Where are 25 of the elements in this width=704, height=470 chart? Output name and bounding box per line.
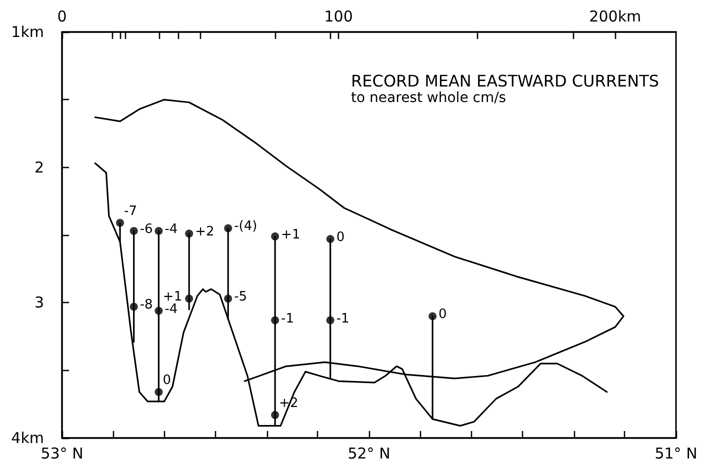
x-tick-label: 51° N: [654, 444, 698, 462]
x2-tick-label: 200km: [589, 8, 642, 26]
annotation: -4: [164, 222, 178, 237]
annotation: 0: [336, 230, 345, 246]
annotation: 0: [438, 307, 447, 322]
y-tick-label: 3: [34, 294, 44, 312]
annotation: 0: [162, 372, 171, 388]
y-tick-label: 4km: [11, 429, 44, 447]
annotation: -1: [336, 311, 350, 326]
annotation: -7: [124, 204, 137, 219]
text: to nearest whole cm/s: [351, 90, 506, 106]
annotation: -6: [140, 222, 153, 237]
annotation: -1: [281, 311, 294, 326]
x2-tick-label: 0: [57, 8, 67, 26]
annotation: -(4): [234, 219, 258, 234]
x2-tick-label: 100: [324, 8, 353, 26]
text: RECORD MEAN EASTWARD CURRENTS: [351, 72, 659, 90]
y-tick-label: 1km: [11, 23, 44, 41]
annotation: -8: [140, 298, 153, 313]
x-tick-label: 52° N: [348, 444, 390, 462]
y-tick-label: 2: [34, 158, 44, 176]
annotation: +1: [281, 227, 300, 242]
annotation: -5: [234, 290, 248, 305]
x-tick-label: 53° N: [40, 444, 84, 462]
annotation: +2: [195, 224, 214, 240]
